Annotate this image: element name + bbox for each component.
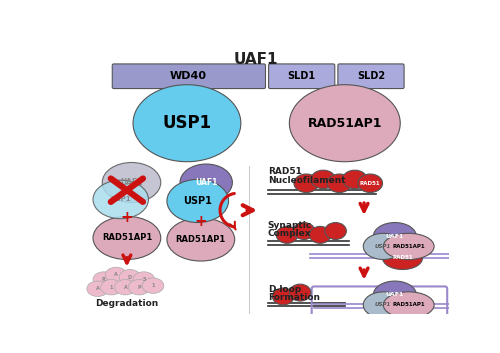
Text: RAD51AP1: RAD51AP1 (392, 244, 425, 249)
Ellipse shape (87, 281, 108, 297)
Text: RAD51: RAD51 (392, 256, 413, 261)
Text: USP1: USP1 (375, 303, 392, 307)
Text: USP1: USP1 (375, 244, 392, 249)
Text: Degradation: Degradation (96, 299, 158, 308)
FancyBboxPatch shape (112, 64, 266, 89)
Ellipse shape (293, 222, 315, 239)
Text: USP1: USP1 (184, 196, 212, 206)
Text: D: D (128, 275, 132, 280)
Text: R: R (102, 277, 106, 282)
Text: SLD1: SLD1 (288, 71, 316, 81)
Text: SLD2: SLD2 (357, 71, 385, 81)
Text: A: A (124, 285, 127, 290)
Text: RAD51AP1: RAD51AP1 (176, 235, 226, 244)
Text: D-loop: D-loop (268, 285, 301, 294)
Text: Complex: Complex (268, 229, 312, 239)
Ellipse shape (374, 222, 416, 250)
Text: UAF1: UAF1 (195, 178, 218, 187)
Ellipse shape (142, 278, 164, 293)
Ellipse shape (100, 280, 122, 295)
Ellipse shape (364, 292, 404, 318)
Ellipse shape (310, 226, 331, 243)
Text: UAF1: UAF1 (386, 292, 404, 298)
Text: USP1: USP1 (162, 114, 212, 132)
Ellipse shape (133, 85, 241, 162)
Text: RAD51: RAD51 (360, 181, 380, 186)
Ellipse shape (374, 281, 416, 309)
Text: +: + (120, 210, 134, 226)
Text: P: P (138, 285, 141, 290)
Ellipse shape (180, 164, 233, 201)
Ellipse shape (382, 305, 422, 328)
Ellipse shape (276, 226, 298, 243)
Ellipse shape (290, 85, 400, 162)
Ellipse shape (102, 162, 161, 203)
Text: 5: 5 (142, 277, 146, 282)
Text: Synaptic: Synaptic (268, 221, 312, 230)
Text: RAD51: RAD51 (268, 167, 302, 176)
Text: 1: 1 (110, 285, 113, 290)
Text: WD40: WD40 (170, 71, 207, 81)
Text: 1: 1 (152, 283, 155, 288)
Text: A: A (114, 273, 118, 277)
Text: UAF1: UAF1 (386, 234, 404, 239)
Ellipse shape (114, 280, 136, 295)
Ellipse shape (272, 288, 294, 305)
Text: UAF1: UAF1 (120, 178, 142, 187)
Ellipse shape (325, 222, 346, 239)
Text: RAD51: RAD51 (392, 314, 413, 319)
FancyBboxPatch shape (338, 64, 404, 89)
Ellipse shape (93, 272, 114, 287)
Ellipse shape (327, 174, 351, 192)
Ellipse shape (93, 180, 148, 219)
Ellipse shape (384, 292, 434, 318)
Text: RAD51AP1: RAD51AP1 (102, 233, 152, 243)
Ellipse shape (119, 269, 141, 285)
Text: +: + (194, 214, 207, 229)
Ellipse shape (358, 174, 382, 192)
Ellipse shape (93, 216, 161, 259)
Ellipse shape (364, 233, 404, 259)
Text: RAD51AP1: RAD51AP1 (392, 303, 425, 307)
Ellipse shape (382, 246, 422, 269)
Ellipse shape (342, 170, 367, 189)
Text: A: A (96, 286, 100, 291)
Ellipse shape (133, 272, 154, 287)
FancyBboxPatch shape (268, 64, 335, 89)
Ellipse shape (384, 233, 434, 259)
Ellipse shape (128, 280, 150, 295)
Ellipse shape (290, 284, 311, 301)
Text: Nucleofilament: Nucleofilament (268, 175, 345, 185)
Text: UAF1: UAF1 (234, 52, 278, 67)
Ellipse shape (294, 174, 318, 192)
Text: RAD51AP1: RAD51AP1 (308, 117, 382, 130)
Ellipse shape (167, 218, 234, 261)
Ellipse shape (106, 267, 127, 283)
Ellipse shape (167, 179, 228, 222)
Text: USP1: USP1 (110, 196, 131, 202)
Ellipse shape (311, 170, 336, 189)
Text: Formation: Formation (268, 293, 320, 303)
